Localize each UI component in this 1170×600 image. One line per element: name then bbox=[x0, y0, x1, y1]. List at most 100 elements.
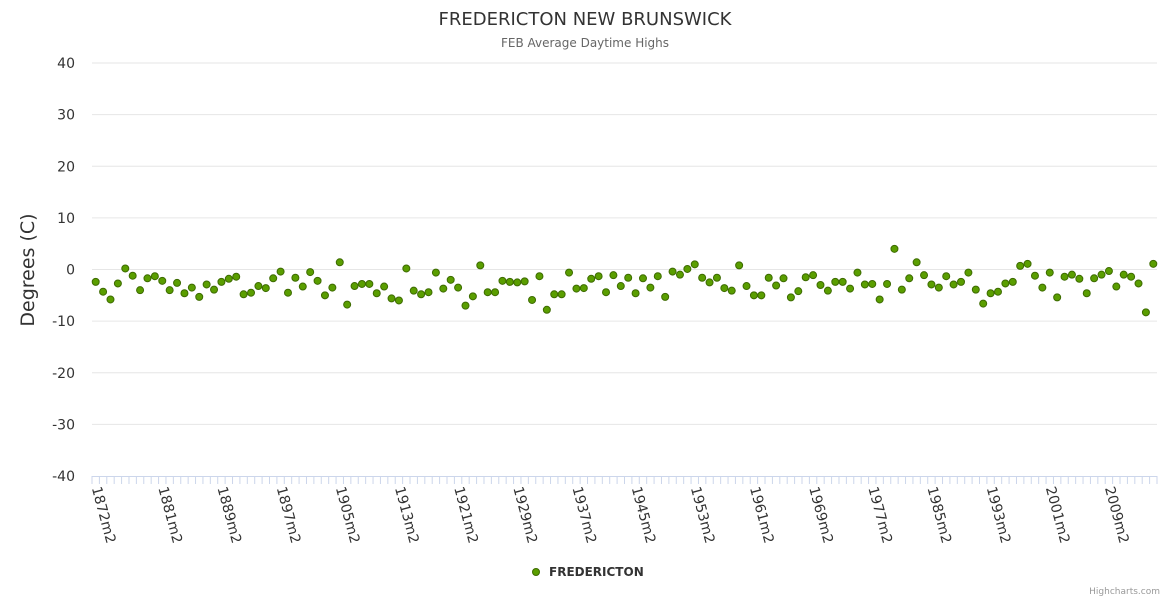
data-point[interactable] bbox=[720, 284, 729, 293]
data-point[interactable] bbox=[343, 300, 352, 309]
data-point[interactable] bbox=[528, 295, 537, 304]
data-point[interactable] bbox=[121, 264, 130, 273]
data-point[interactable] bbox=[897, 285, 906, 294]
data-point[interactable] bbox=[106, 295, 115, 304]
data-point[interactable] bbox=[853, 268, 862, 277]
data-point[interactable] bbox=[860, 280, 869, 289]
data-point[interactable] bbox=[550, 290, 559, 299]
data-point[interactable] bbox=[838, 277, 847, 286]
data-point[interactable] bbox=[757, 291, 766, 300]
data-point[interactable] bbox=[1023, 259, 1032, 268]
data-point[interactable] bbox=[1016, 261, 1025, 270]
data-point[interactable] bbox=[609, 271, 618, 280]
data-point[interactable] bbox=[631, 289, 640, 298]
data-point[interactable] bbox=[128, 271, 137, 280]
data-point[interactable] bbox=[964, 268, 973, 277]
data-point[interactable] bbox=[1119, 270, 1128, 279]
data-point[interactable] bbox=[705, 278, 714, 287]
data-point[interactable] bbox=[1038, 283, 1047, 292]
data-point[interactable] bbox=[1045, 268, 1054, 277]
data-point[interactable] bbox=[372, 289, 381, 298]
data-point[interactable] bbox=[357, 279, 366, 288]
data-point[interactable] bbox=[513, 278, 522, 287]
data-point[interactable] bbox=[461, 301, 470, 310]
data-point[interactable] bbox=[1060, 272, 1069, 281]
data-point[interactable] bbox=[210, 285, 219, 294]
data-point[interactable] bbox=[439, 284, 448, 293]
data-point[interactable] bbox=[99, 287, 108, 296]
data-point[interactable] bbox=[91, 277, 100, 286]
data-point[interactable] bbox=[402, 264, 411, 273]
legend-label[interactable]: FREDERICTON bbox=[549, 565, 644, 579]
data-point[interactable] bbox=[949, 280, 958, 289]
data-point[interactable] bbox=[365, 279, 374, 288]
data-point[interactable] bbox=[483, 288, 492, 297]
data-point[interactable] bbox=[868, 279, 877, 288]
data-point[interactable] bbox=[165, 286, 174, 295]
data-point[interactable] bbox=[587, 274, 596, 283]
data-point[interactable] bbox=[698, 273, 707, 282]
data-point[interactable] bbox=[683, 264, 692, 273]
data-point[interactable] bbox=[1134, 279, 1143, 288]
data-point[interactable] bbox=[986, 289, 995, 298]
data-point[interactable] bbox=[727, 286, 736, 295]
data-point[interactable] bbox=[276, 267, 285, 276]
series-points[interactable] bbox=[91, 244, 1158, 317]
data-point[interactable] bbox=[993, 287, 1002, 296]
data-point[interactable] bbox=[572, 284, 581, 293]
data-point[interactable] bbox=[579, 284, 588, 293]
data-point[interactable] bbox=[454, 283, 463, 292]
data-point[interactable] bbox=[934, 283, 943, 292]
data-point[interactable] bbox=[594, 272, 603, 281]
data-point[interactable] bbox=[831, 277, 840, 286]
data-point[interactable] bbox=[387, 294, 396, 303]
data-point[interactable] bbox=[431, 268, 440, 277]
data-point[interactable] bbox=[520, 277, 529, 286]
data-point[interactable] bbox=[602, 288, 611, 297]
data-point[interactable] bbox=[254, 282, 263, 291]
data-point[interactable] bbox=[217, 277, 226, 286]
data-point[interactable] bbox=[920, 271, 929, 280]
data-point[interactable] bbox=[1127, 272, 1136, 281]
data-point[interactable] bbox=[957, 277, 966, 286]
data-point[interactable] bbox=[535, 272, 544, 281]
data-point[interactable] bbox=[557, 290, 566, 299]
data-point[interactable] bbox=[772, 281, 781, 290]
data-point[interactable] bbox=[468, 292, 477, 301]
data-point[interactable] bbox=[1082, 289, 1091, 298]
data-point[interactable] bbox=[661, 292, 670, 301]
data-point[interactable] bbox=[247, 288, 256, 297]
data-point[interactable] bbox=[291, 273, 300, 282]
data-point[interactable] bbox=[1149, 259, 1158, 268]
data-point[interactable] bbox=[1008, 277, 1017, 286]
data-point[interactable] bbox=[979, 299, 988, 308]
data-point[interactable] bbox=[646, 283, 655, 292]
data-point[interactable] bbox=[424, 288, 433, 297]
data-point[interactable] bbox=[328, 283, 337, 292]
data-point[interactable] bbox=[409, 286, 418, 295]
data-point[interactable] bbox=[505, 277, 514, 286]
data-point[interactable] bbox=[616, 282, 625, 291]
data-point[interactable] bbox=[653, 272, 662, 281]
data-point[interactable] bbox=[187, 283, 196, 292]
data-point[interactable] bbox=[735, 261, 744, 270]
data-point[interactable] bbox=[491, 288, 500, 297]
data-point[interactable] bbox=[846, 284, 855, 293]
data-point[interactable] bbox=[261, 284, 270, 293]
data-point[interactable] bbox=[313, 276, 322, 285]
data-point[interactable] bbox=[875, 295, 884, 304]
data-point[interactable] bbox=[1141, 308, 1150, 317]
data-point[interactable] bbox=[675, 270, 684, 279]
data-point[interactable] bbox=[927, 280, 936, 289]
data-point[interactable] bbox=[173, 278, 182, 287]
data-point[interactable] bbox=[1030, 271, 1039, 280]
data-point[interactable] bbox=[1001, 279, 1010, 288]
data-point[interactable] bbox=[143, 274, 152, 283]
data-point[interactable] bbox=[180, 289, 189, 298]
data-point[interactable] bbox=[113, 279, 122, 288]
data-point[interactable] bbox=[150, 272, 159, 281]
data-point[interactable] bbox=[1112, 282, 1121, 291]
data-point[interactable] bbox=[971, 285, 980, 294]
data-point[interactable] bbox=[890, 244, 899, 253]
data-point[interactable] bbox=[809, 271, 818, 280]
